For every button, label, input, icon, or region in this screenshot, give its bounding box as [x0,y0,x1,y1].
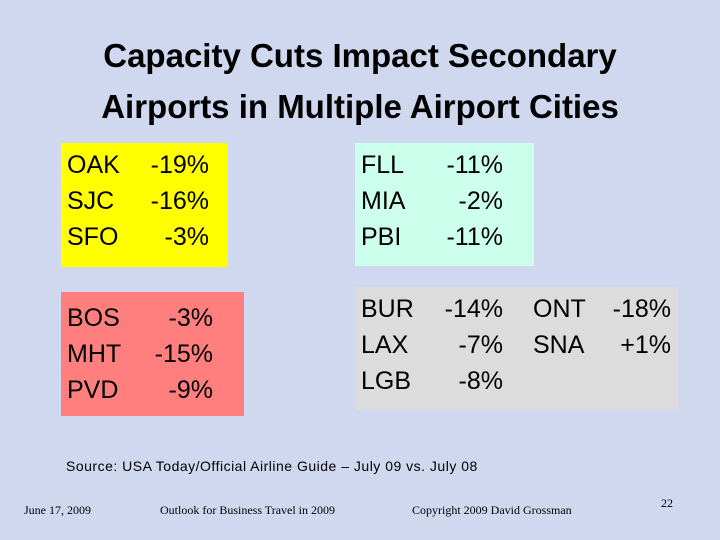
airport-row: BOS -3% [67,300,244,336]
capacity-change: -3% [145,300,213,336]
airport-row: OAK -19% [67,147,228,183]
sf-bay-airports-box: OAK -19% SJC -16% SFO -3% [61,143,228,267]
capacity-change: -3% [137,219,209,255]
airport-code: PBI [361,219,431,255]
capacity-change: -19% [137,147,209,183]
airport-code: SFO [67,219,137,255]
airport-code: SNA [533,327,609,363]
slide-title-line-1: Capacity Cuts Impact Secondary [0,30,720,81]
capacity-change: -9% [145,372,213,408]
airport-row: LGB -8% [361,363,678,399]
capacity-change: -14% [427,291,503,327]
capacity-change: -8% [427,363,503,399]
airport-row: SJC -16% [67,183,228,219]
south-florida-airports-box: FLL -11% MIA -2% PBI -11% [355,143,534,266]
airport-row: SFO -3% [67,219,228,255]
airport-code: ONT [533,291,609,327]
capacity-change: -7% [427,327,503,363]
airport-code: SJC [67,183,137,219]
capacity-change: -16% [137,183,209,219]
footer-copyright: Copyright 2009 David Grossman [412,503,572,518]
boston-area-airports-box: BOS -3% MHT -15% PVD -9% [61,292,244,416]
footer-event: Outlook for Business Travel in 2009 [160,503,335,518]
airport-row: PVD -9% [67,372,244,408]
airport-code: OAK [67,147,137,183]
slide-title: Capacity Cuts Impact Secondary Airports … [0,30,720,132]
airport-row: FLL -11% [361,147,534,183]
airport-code: PVD [67,372,145,408]
footer-date: June 17, 2009 [24,503,91,518]
airport-code: FLL [361,147,431,183]
airport-row: BUR -14% ONT -18% [361,291,678,327]
airport-code: LAX [361,327,427,363]
airport-code: BUR [361,291,427,327]
slide-title-line-2: Airports in Multiple Airport Cities [0,81,720,132]
la-basin-airports-box: BUR -14% ONT -18% LAX -7% SNA +1% LGB -8… [355,287,678,410]
capacity-change: +1% [609,327,671,363]
airport-row: PBI -11% [361,219,534,255]
airport-row: MIA -2% [361,183,534,219]
source-note: Source: USA Today/Official Airline Guide… [66,458,478,474]
slide-number: 22 [661,496,673,511]
airport-row: MHT -15% [67,336,244,372]
capacity-change: -2% [431,183,503,219]
airport-code: MIA [361,183,431,219]
airport-code: BOS [67,300,145,336]
airport-code: LGB [361,363,427,399]
capacity-change: -11% [431,147,503,183]
capacity-change: -11% [431,219,503,255]
capacity-change: -18% [609,291,671,327]
airport-row: LAX -7% SNA +1% [361,327,678,363]
capacity-change: -15% [145,336,213,372]
airport-code: MHT [67,336,145,372]
